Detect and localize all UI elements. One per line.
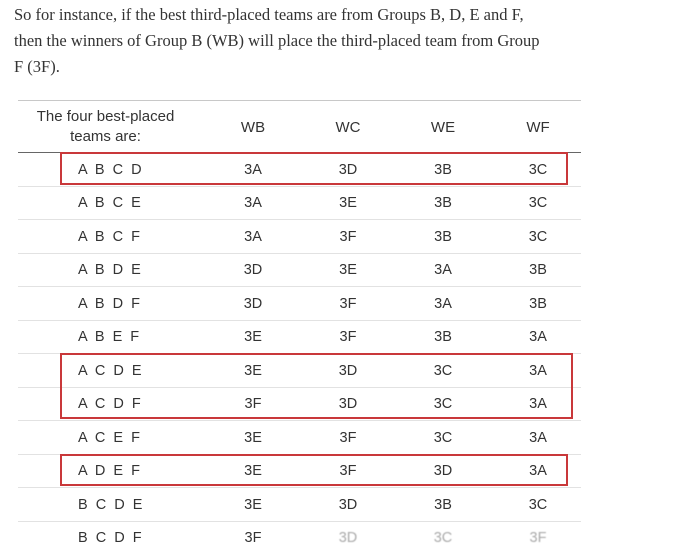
matchup-cell: 3D <box>338 396 358 412</box>
matchup-cell: 3A <box>244 161 262 178</box>
table-row: A B D E 3D 3E 3A 3B <box>18 252 581 286</box>
matchup-cell: 3B <box>434 496 452 513</box>
matchup-cell: 3E <box>244 329 262 345</box>
team-combination: A B E F <box>78 329 142 345</box>
matchup-cell: 3E <box>244 496 262 513</box>
table-row: A C D E 3E 3D 3C 3A <box>18 353 581 386</box>
matchup-cell: 3A <box>529 429 547 446</box>
team-combination: A D E F <box>78 463 142 479</box>
header-teams-line-2: teams are: <box>70 128 141 145</box>
matchup-cell: 3B <box>434 161 452 178</box>
matchup-cell: 3C <box>433 429 453 446</box>
table-row: A B C F 3A 3F 3B 3C <box>18 219 581 252</box>
table-row: A B D F 3D 3F 3A 3B <box>18 286 581 319</box>
table-row: A B E F 3E 3F 3B 3A <box>18 319 581 353</box>
table-header-row: The four best-placed teams are: WB WC WE… <box>18 100 581 152</box>
header-wb: WB <box>240 118 266 136</box>
matchup-cell: 3C <box>528 195 548 211</box>
intro-line-1: So for instance, if the best third-place… <box>14 5 524 24</box>
matchup-cell: 3C <box>528 496 548 513</box>
matchup-cell: 3F <box>339 228 357 245</box>
table-row: A C D F 3F 3D 3C 3A <box>18 386 581 420</box>
team-combination: A B D F <box>78 295 142 312</box>
matchup-cell: 3D <box>338 362 358 379</box>
matchup-cell: 3A <box>434 262 452 278</box>
matchup-cell: 3A <box>529 396 547 412</box>
matchup-cell: 3A <box>529 329 547 345</box>
matchup-cell: 3F <box>339 295 357 312</box>
matchup-cell: 3B <box>434 228 452 245</box>
intro-line-3: F (3F). <box>14 57 60 76</box>
table-row: A C E F 3E 3F 3C 3A <box>18 420 581 453</box>
team-combination: A C E F <box>78 429 142 446</box>
table-row: B C D F 3F 3D 3C 3F <box>18 520 581 554</box>
matchup-cell: 3F <box>339 329 357 345</box>
table-row: A D E F 3E 3F 3D 3A <box>18 453 581 487</box>
matchup-cell: 3A <box>529 463 547 479</box>
matchup-cell: 3D <box>243 262 263 278</box>
matchup-cell: 3E <box>244 362 262 379</box>
team-combination: A B C F <box>78 228 142 245</box>
matchup-cell: 3C <box>528 161 548 178</box>
matchup-cell: 3B <box>529 262 547 278</box>
matchup-cell: 3C <box>528 228 548 245</box>
matchup-cell: 3D <box>338 530 358 546</box>
matchup-cell: 3F <box>339 429 357 446</box>
team-combination: B C D E <box>78 496 145 513</box>
header-wc: WC <box>335 118 361 136</box>
matchup-cell: 3D <box>338 496 358 513</box>
table-row: A B C E 3A 3E 3B 3C <box>18 185 581 219</box>
group-matchup-table: The four best-placed teams are: WB WC WE… <box>18 100 581 560</box>
header-we: WE <box>430 118 456 136</box>
intro-paragraph: So for instance, if the best third-place… <box>14 2 594 80</box>
matchup-cell: 3A <box>529 362 547 379</box>
matchup-cell: 3B <box>434 329 452 345</box>
matchup-cell: 3F <box>244 396 262 412</box>
team-combination: A B D E <box>78 262 143 278</box>
header-teams-line-1: The four best-placed <box>36 108 175 125</box>
matchup-cell: 3E <box>244 429 262 446</box>
matchup-cell: 3A <box>434 295 452 312</box>
table-row: A B C D 3A 3D 3B 3C <box>18 152 581 185</box>
header-wf: WF <box>526 118 550 136</box>
table-row: B C D E 3E 3D 3B 3C <box>18 487 581 520</box>
matchup-cell: 3F <box>339 463 357 479</box>
matchup-cell: 3A <box>244 195 262 211</box>
team-combination: A B C D <box>78 161 144 178</box>
team-combination: A C D F <box>78 396 143 412</box>
matchup-cell: 3B <box>529 295 547 312</box>
matchup-cell: 3E <box>244 463 262 479</box>
matchup-cell: 3C <box>433 362 453 379</box>
matchup-cell: 3F <box>529 530 547 546</box>
matchup-cell: 3D <box>243 295 263 312</box>
header-teams: The four best-placed teams are: <box>18 101 193 153</box>
matchup-cell: 3D <box>433 463 453 479</box>
matchup-cell: 3C <box>433 530 453 546</box>
matchup-cell: 3D <box>338 161 358 178</box>
matchup-cell: 3E <box>339 195 357 211</box>
matchup-cell: 3F <box>244 530 262 546</box>
team-combination: B C D F <box>78 530 144 546</box>
matchup-cell: 3A <box>244 228 262 245</box>
team-combination: A B C E <box>78 195 143 211</box>
matchup-cell: 3B <box>434 195 452 211</box>
intro-line-2: then the winners of Group B (WB) will pl… <box>14 31 540 50</box>
team-combination: A C D E <box>78 362 144 379</box>
matchup-cell: 3E <box>339 262 357 278</box>
matchup-cell: 3C <box>433 396 453 412</box>
